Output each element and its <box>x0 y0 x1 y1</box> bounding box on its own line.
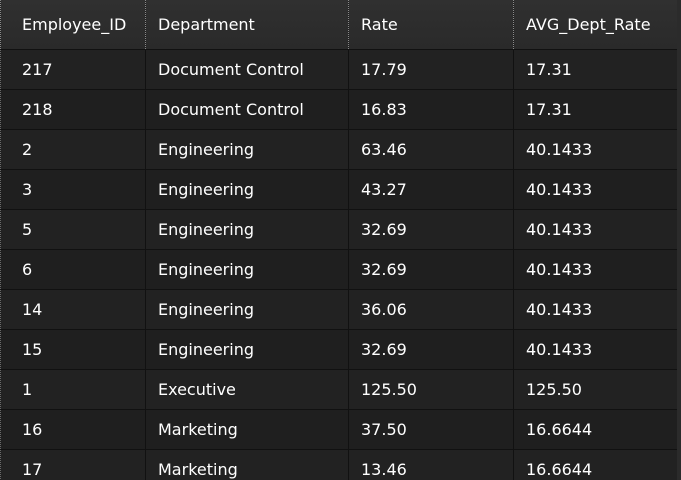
cell-employee-id[interactable]: 218 <box>0 89 146 130</box>
cell-employee-id[interactable]: 16 <box>0 409 146 450</box>
column-header-department[interactable]: Department <box>145 0 349 50</box>
column-header-avg-dept-rate[interactable]: AVG_Dept_Rate <box>513 0 678 50</box>
cell-department[interactable]: Engineering <box>145 169 349 210</box>
table-row[interactable]: 17 Marketing 13.46 16.6644 <box>0 449 678 480</box>
cell-avg-dept-rate[interactable]: 125.50 <box>513 369 678 410</box>
cell-rate[interactable]: 37.50 <box>348 409 514 450</box>
cell-department[interactable]: Engineering <box>145 209 349 250</box>
cell-avg-dept-rate[interactable]: 40.1433 <box>513 209 678 250</box>
cell-rate[interactable]: 17.79 <box>348 49 514 90</box>
table-row[interactable]: 1 Executive 125.50 125.50 <box>0 369 678 410</box>
cell-avg-dept-rate[interactable]: 40.1433 <box>513 249 678 290</box>
cell-rate[interactable]: 32.69 <box>348 249 514 290</box>
column-header-rate[interactable]: Rate <box>348 0 514 50</box>
cell-avg-dept-rate[interactable]: 40.1433 <box>513 129 678 170</box>
cell-employee-id[interactable]: 15 <box>0 329 146 370</box>
cell-avg-dept-rate[interactable]: 17.31 <box>513 49 678 90</box>
cell-employee-id[interactable]: 14 <box>0 289 146 330</box>
cell-rate[interactable]: 43.27 <box>348 169 514 210</box>
cell-avg-dept-rate[interactable]: 16.6644 <box>513 449 678 480</box>
cell-employee-id[interactable]: 17 <box>0 449 146 480</box>
table-row[interactable]: 218 Document Control 16.83 17.31 <box>0 89 678 130</box>
column-header-employee-id[interactable]: Employee_ID <box>0 0 146 50</box>
cell-avg-dept-rate[interactable]: 16.6644 <box>513 409 678 450</box>
cell-employee-id[interactable]: 1 <box>0 369 146 410</box>
cell-rate[interactable]: 63.46 <box>348 129 514 170</box>
cell-department[interactable]: Executive <box>145 369 349 410</box>
cell-department[interactable]: Engineering <box>145 249 349 290</box>
cell-employee-id[interactable]: 217 <box>0 49 146 90</box>
cell-department[interactable]: Engineering <box>145 129 349 170</box>
table-row[interactable]: 14 Engineering 36.06 40.1433 <box>0 289 678 330</box>
cell-employee-id[interactable]: 3 <box>0 169 146 210</box>
cell-rate[interactable]: 32.69 <box>348 329 514 370</box>
table-row[interactable]: 5 Engineering 32.69 40.1433 <box>0 209 678 250</box>
table-body: 217 Document Control 17.79 17.31 218 Doc… <box>0 49 678 480</box>
cell-rate[interactable]: 36.06 <box>348 289 514 330</box>
table-row[interactable]: 2 Engineering 63.46 40.1433 <box>0 129 678 170</box>
table-row[interactable]: 217 Document Control 17.79 17.31 <box>0 49 678 90</box>
cell-rate[interactable]: 13.46 <box>348 449 514 480</box>
table-row[interactable]: 3 Engineering 43.27 40.1433 <box>0 169 678 210</box>
cell-department[interactable]: Marketing <box>145 409 349 450</box>
cell-department[interactable]: Engineering <box>145 289 349 330</box>
cell-rate[interactable]: 125.50 <box>348 369 514 410</box>
table-row[interactable]: 16 Marketing 37.50 16.6644 <box>0 409 678 450</box>
cell-rate[interactable]: 16.83 <box>348 89 514 130</box>
cell-department[interactable]: Marketing <box>145 449 349 480</box>
cell-department[interactable]: Engineering <box>145 329 349 370</box>
cell-department[interactable]: Document Control <box>145 49 349 90</box>
table-row[interactable]: 6 Engineering 32.69 40.1433 <box>0 249 678 290</box>
cell-employee-id[interactable]: 6 <box>0 249 146 290</box>
cell-rate[interactable]: 32.69 <box>348 209 514 250</box>
table-header: Employee_ID Department Rate AVG_Dept_Rat… <box>0 0 678 50</box>
cell-avg-dept-rate[interactable]: 40.1433 <box>513 329 678 370</box>
table-row[interactable]: 15 Engineering 32.69 40.1433 <box>0 329 678 370</box>
cell-avg-dept-rate[interactable]: 40.1433 <box>513 169 678 210</box>
grid-right-edge <box>677 0 681 480</box>
cell-employee-id[interactable]: 5 <box>0 209 146 250</box>
cell-employee-id[interactable]: 2 <box>0 129 146 170</box>
cell-department[interactable]: Document Control <box>145 89 349 130</box>
cell-avg-dept-rate[interactable]: 17.31 <box>513 89 678 130</box>
header-row: Employee_ID Department Rate AVG_Dept_Rat… <box>0 0 678 50</box>
cell-avg-dept-rate[interactable]: 40.1433 <box>513 289 678 330</box>
